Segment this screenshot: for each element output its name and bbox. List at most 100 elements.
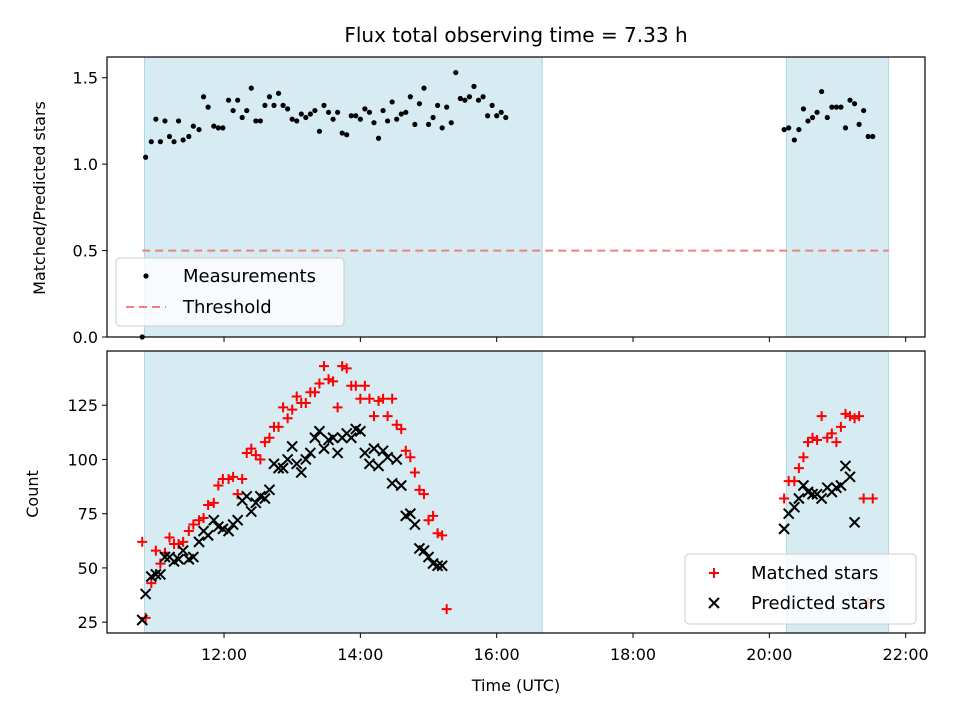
matched-star-point [355,393,366,404]
predicted-star-point [136,614,148,626]
measurement-point [298,111,304,117]
measurement-point [275,90,282,96]
matched-star-point [255,454,266,465]
measurement-point [307,111,313,117]
measurement-point [162,118,168,124]
matched-star-point [396,424,407,435]
matched-star-point [845,411,856,422]
measurement-point [412,121,418,128]
matched-star-point [405,452,416,463]
matched-star-point [314,378,325,389]
top-axes-frame [106,56,926,338]
predicted-star-point [139,588,152,600]
top-legend: Measurements Threshold [115,257,345,327]
predicted-star-point [241,490,253,503]
measurement-point [800,106,807,112]
predicted-star-point [272,462,285,474]
measurement-point [215,125,221,131]
measurement-point [344,132,350,138]
legend-matched-label: Matched stars [751,563,878,584]
measurement-point [425,121,432,128]
measurement-point [394,116,400,122]
predicted-star-point [231,514,244,526]
legend-measurements-label: Measurements [183,266,316,287]
measurement-point [220,125,226,131]
bottom-observing-band [143,350,543,634]
matched-star-point [164,532,175,543]
matched-star-point [378,393,389,404]
measurement-point [180,137,186,143]
measurement-point [289,116,295,122]
measurement-point [403,109,409,115]
measurement-point [303,114,309,121]
measurement-point [157,139,163,145]
top-y-tick-label: 1.0 [73,155,98,174]
measurement-point [435,102,441,108]
bottom-y-tick-label: 75 [78,505,98,524]
measurement-point [190,123,196,129]
predicted-star-point [208,514,220,526]
predicted-star-point [222,525,235,537]
predicted-star-point [172,553,185,565]
measurement-point [453,69,459,76]
measurement-point [475,97,482,103]
matched-star-point [793,463,804,474]
matched-star-point [208,497,219,508]
matched-star-point [400,445,411,456]
matched-star-point [178,536,189,547]
chart-title: Flux total observing time = 7.33 h [344,23,687,47]
matched-star-point [350,380,361,391]
measurement-point [339,130,345,136]
legend-measurements-marker [143,273,149,279]
measurement-point [235,97,241,103]
measurement-point [148,139,154,145]
predicted-star-point [404,507,417,520]
predicted-star-point [263,484,276,496]
matched-star-point [789,476,800,487]
matched-star-point [368,411,379,422]
matched-star-point [414,484,425,495]
legend-threshold-label: Threshold [182,297,272,318]
measurement-point [335,109,341,115]
matched-star-point [807,432,818,443]
measurement-point [489,102,495,108]
matched-star-point [816,411,827,422]
matched-star-point [137,536,148,547]
x-tick-label: 14:00 [337,645,383,664]
measurement-point [362,106,368,112]
matched-star-point [373,395,384,406]
top-y-tick-label: 0.0 [73,328,98,347]
measurement-point [484,113,491,119]
matched-star-point [282,413,293,424]
predicted-star-point [806,488,819,500]
measurement-point [809,114,816,121]
predicted-star-point [788,501,801,513]
measurement-point [266,94,273,100]
matched-star-point [418,489,429,500]
matched-star-point [183,526,194,537]
matched-star-point [250,450,261,461]
matched-star-point [835,421,846,432]
predicted-star-point [839,460,852,472]
matched-star-point [203,500,214,511]
matched-star-point [264,432,275,443]
measurement-point [205,104,211,110]
measurement-point [230,107,236,114]
bottom-legend: Matched stars Predicted stars [684,553,917,625]
measurement-point [796,126,802,133]
measurement-point [471,83,477,89]
predicted-star-point [848,516,861,529]
matched-star-point [337,361,348,372]
predicted-star-point [381,451,394,463]
matched-star-point [213,480,224,491]
measurement-point [280,102,286,108]
predicted-star-point [391,453,403,466]
matched-star-point [432,528,443,539]
measurement-point [398,111,404,117]
predicted-star-point [159,551,171,563]
measurement-point [781,126,787,133]
measurement-point [480,94,486,100]
measurement-point [196,126,202,133]
measurement-point [430,114,436,121]
